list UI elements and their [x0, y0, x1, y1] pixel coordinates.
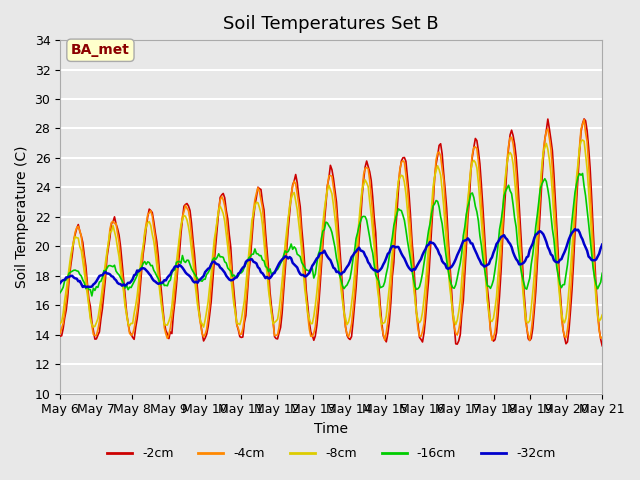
Legend: -2cm, -4cm, -8cm, -16cm, -32cm: -2cm, -4cm, -8cm, -16cm, -32cm: [102, 442, 561, 465]
Y-axis label: Soil Temperature (C): Soil Temperature (C): [15, 145, 29, 288]
Text: BA_met: BA_met: [71, 43, 130, 57]
Title: Soil Temperatures Set B: Soil Temperatures Set B: [223, 15, 439, 33]
X-axis label: Time: Time: [314, 422, 348, 436]
